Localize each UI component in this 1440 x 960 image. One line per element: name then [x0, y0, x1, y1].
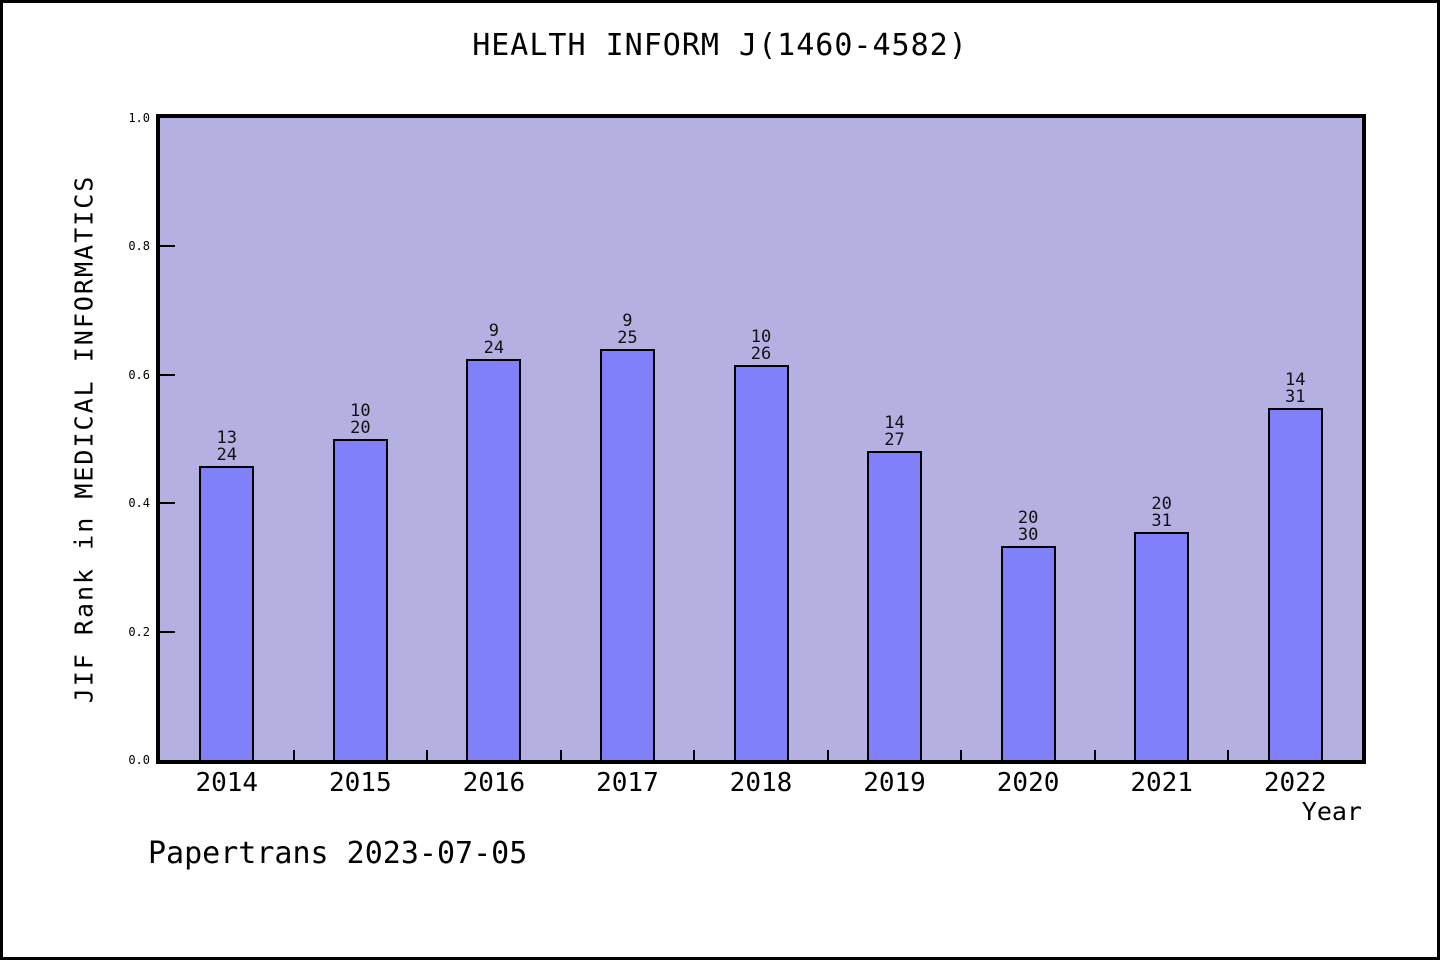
bar-2019 — [867, 450, 923, 760]
plot-area: 13 24 10 20 9 24 9 25 10 26 14 27 20 30 20 31 14 31 — [156, 114, 1366, 764]
bar-2015 — [332, 439, 388, 760]
bar-value-label-2014: 13 24 — [216, 427, 238, 465]
y-tick-label-1.0: 1.0 — [128, 111, 150, 125]
x-axis-label: Year — [1301, 797, 1362, 826]
bar-2018 — [733, 364, 789, 760]
x-minor-tick — [559, 750, 562, 760]
bar-value-label-2022: 14 31 — [1284, 369, 1306, 407]
bar-value-label-2021: 20 31 — [1151, 494, 1172, 532]
bar-value-label-2019: 14 27 — [884, 412, 905, 450]
y-tick — [160, 630, 175, 633]
x-tick-label-2019: 2019 — [863, 768, 926, 798]
x-tick-label-2018: 2018 — [729, 768, 793, 798]
x-minor-tick — [1227, 750, 1230, 760]
bar-value-label-2020: 20 30 — [1017, 508, 1039, 546]
y-tick — [160, 245, 175, 248]
watermark-text: Papertrans 2023-07-05 — [148, 836, 528, 871]
x-minor-tick — [693, 750, 696, 760]
y-tick-label-0.4: 0.4 — [128, 496, 150, 511]
x-minor-tick — [826, 750, 829, 760]
x-tick-label-2022: 2022 — [1263, 768, 1327, 798]
x-tick-label-2016: 2016 — [462, 768, 526, 798]
x-tick-label-2015: 2015 — [329, 768, 392, 798]
bar-value-label-2015: 10 20 — [350, 401, 371, 438]
x-minor-tick — [1093, 750, 1096, 760]
x-tick-label-2014: 2014 — [195, 768, 259, 798]
bar-2017 — [599, 349, 655, 760]
x-tick-label-2021: 2021 — [1130, 768, 1193, 798]
y-tick-label-0.6: 0.6 — [128, 367, 150, 382]
bar-value-label-2018: 10 26 — [750, 326, 772, 364]
x-minor-tick — [426, 750, 429, 760]
bar-value-label-2017: 9 25 — [617, 311, 638, 349]
y-tick-label-0.2: 0.2 — [128, 624, 150, 639]
x-minor-tick — [960, 750, 963, 760]
y-tick — [160, 373, 175, 376]
bar-2016 — [466, 358, 522, 760]
y-tick — [160, 502, 175, 505]
x-minor-tick — [292, 750, 295, 760]
x-tick-label-2020: 2020 — [996, 768, 1060, 798]
bar-2014 — [199, 465, 255, 760]
y-tick-label-0.8: 0.8 — [128, 239, 150, 254]
bar-2020 — [1000, 546, 1056, 760]
x-tick-label-2017: 2017 — [596, 768, 659, 798]
bar-2021 — [1134, 532, 1190, 760]
bar-value-label-2016: 9 24 — [483, 320, 505, 358]
chart-title: HEALTH INFORM J(1460-4582) — [472, 28, 968, 63]
bar-2022 — [1267, 407, 1323, 760]
y-tick-label-0.0: 0.0 — [128, 753, 150, 767]
